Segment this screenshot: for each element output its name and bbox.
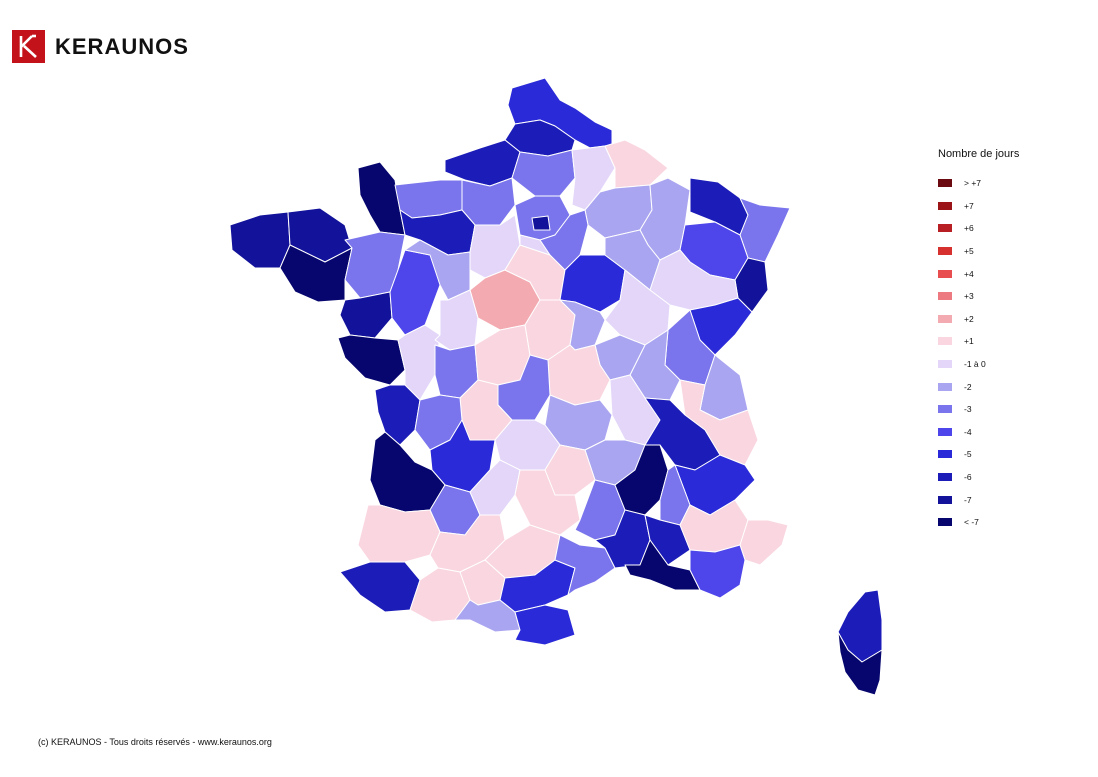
legend-item: -7: [938, 488, 1019, 511]
department: [739, 197, 791, 263]
department: [689, 544, 746, 599]
legend-item: +5: [938, 240, 1019, 263]
legend-swatch: [938, 382, 952, 391]
legend-swatch: [938, 495, 952, 504]
legend-item: -3: [938, 398, 1019, 421]
legend-label: -5: [964, 449, 972, 460]
department: [434, 289, 479, 351]
department: [339, 561, 421, 613]
legend-swatch: [938, 473, 952, 482]
department: [604, 139, 669, 189]
legend-label: -4: [964, 426, 972, 437]
legend-label: +3: [964, 291, 974, 302]
department: [357, 504, 441, 563]
legend-swatch: [938, 179, 952, 188]
legend-label: +4: [964, 268, 974, 279]
legend-label: < -7: [964, 517, 979, 528]
legend-swatch: [938, 247, 952, 256]
legend-title: Nombre de jours: [938, 148, 1020, 160]
legend-swatch: [938, 405, 952, 414]
copyright-notice: (c) KERAUNOS - Tous droits réservés - ww…: [38, 737, 272, 747]
legend-swatch: [938, 360, 952, 369]
department: [514, 604, 576, 646]
legend-swatch: [938, 292, 952, 301]
legend-item: +3: [938, 285, 1019, 308]
legend-label: -1 à 0: [964, 359, 986, 370]
legend-label: -7: [964, 494, 972, 505]
legend-swatch: [938, 518, 952, 527]
legend-label: +5: [964, 246, 974, 257]
legend-swatch: [938, 427, 952, 436]
legend-label: +1: [964, 336, 974, 347]
legend-swatch: [938, 450, 952, 459]
legend-swatch: [938, 337, 952, 346]
legend-swatch: [938, 269, 952, 278]
legend-item: -4: [938, 421, 1019, 444]
keraunos-logo-icon: [12, 30, 45, 63]
department: [837, 631, 883, 696]
legend-item: -1 à 0: [938, 353, 1019, 376]
department: [739, 519, 789, 566]
legend-label: -3: [964, 404, 972, 415]
legend-item: < -7: [938, 511, 1019, 534]
legend-swatch: [938, 201, 952, 210]
legend-swatch: [938, 224, 952, 233]
legend-item: +1: [938, 330, 1019, 353]
legend-item: -2: [938, 375, 1019, 398]
legend-item: -6: [938, 466, 1019, 489]
legend-item: +7: [938, 195, 1019, 218]
legend-label: > +7: [964, 178, 982, 189]
legend-swatch: [938, 314, 952, 323]
keraunos-logo: KERAUNOS: [12, 30, 189, 63]
legend-item: +6: [938, 217, 1019, 240]
map-legend: Nombre de jours > +7 +7 +6 +5 +4 +3 +2 +1 -1 à 0…: [938, 148, 1019, 534]
department: [229, 211, 291, 269]
department: [339, 291, 393, 339]
legend-item: +2: [938, 308, 1019, 331]
department: [511, 149, 576, 197]
legend-item: > +7: [938, 172, 1019, 195]
brand-name: KERAUNOS: [55, 33, 189, 59]
legend-item: -5: [938, 443, 1019, 466]
legend-label: +7: [964, 200, 974, 211]
department: [531, 215, 551, 231]
department: [337, 334, 406, 386]
legend-label: -6: [964, 472, 972, 483]
department: [554, 534, 616, 596]
legend-item: +4: [938, 262, 1019, 285]
legend-label: -2: [964, 381, 972, 392]
legend-label: +2: [964, 313, 974, 324]
legend-label: +6: [964, 223, 974, 234]
